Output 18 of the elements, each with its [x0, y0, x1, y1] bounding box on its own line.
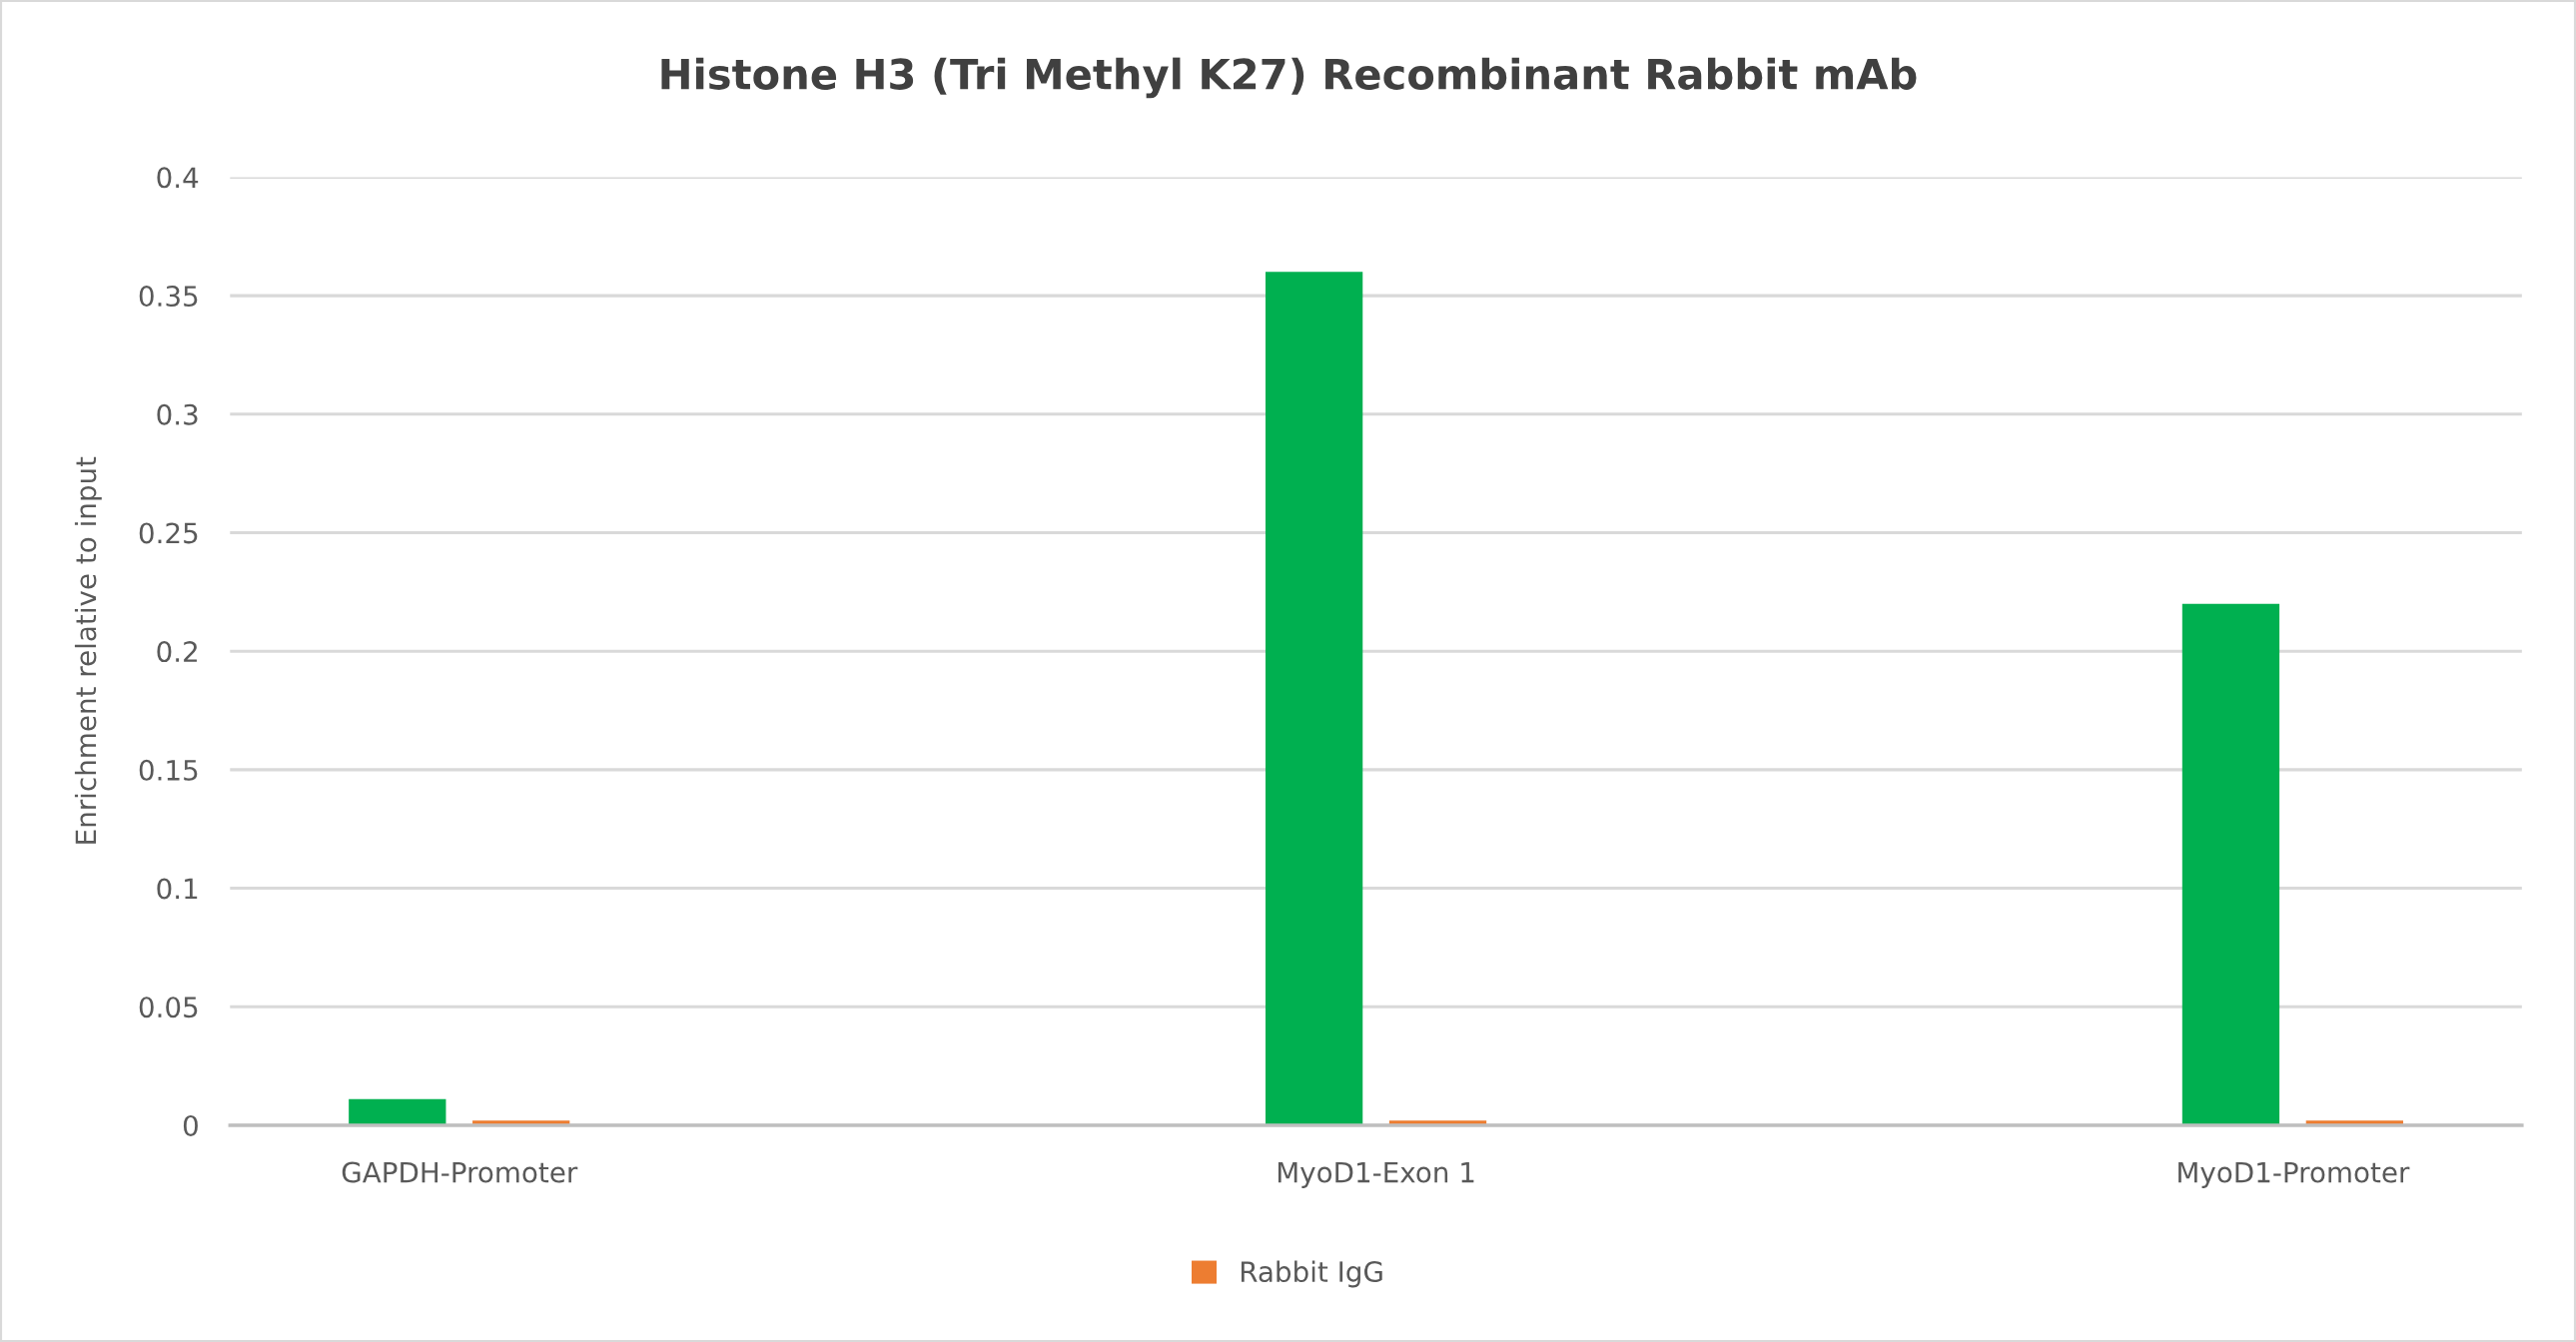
- y-tick-label: 0.25: [139, 522, 198, 544]
- x-tick-label: MyoD1-Exon 1: [1278, 1161, 1474, 1188]
- legend-label: Rabbit IgG: [1241, 1260, 1382, 1288]
- y-tick-label: 0.05: [139, 997, 198, 1018]
- bar: [349, 1098, 446, 1125]
- x-tick-label: GAPDH-Promoter: [342, 1161, 578, 1183]
- y-tick-label: 0.4: [157, 167, 199, 189]
- bar: [1265, 272, 1363, 1125]
- y-tick-label: 0.1: [157, 878, 198, 900]
- y-tick-label: 0: [183, 1114, 198, 1136]
- y-tick-label: 0.3: [157, 403, 198, 425]
- x-tick-label: MyoD1-Promoter: [2178, 1161, 2410, 1188]
- bar: [2181, 603, 2280, 1125]
- y-axis-title: Enrichment relative to input: [74, 456, 102, 844]
- y-tick-label: 0.35: [139, 286, 198, 308]
- y-tick-label: 0.15: [139, 759, 198, 781]
- y-tick-label: 0.2: [157, 641, 197, 663]
- chart-title: Histone H3 (Tri Methyl K27) Recombinant Rabbit mAb: [661, 57, 1917, 99]
